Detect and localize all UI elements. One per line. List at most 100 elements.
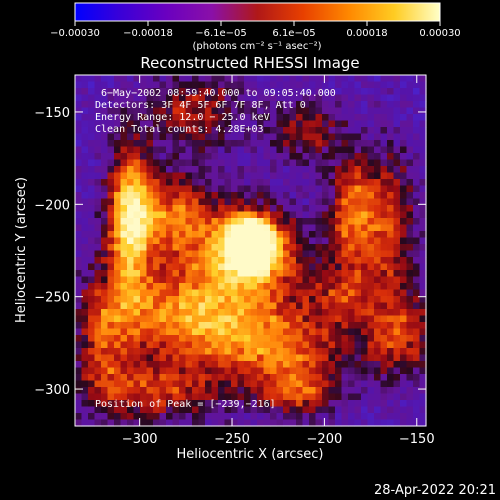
heatmap-cell bbox=[335, 302, 343, 310]
heatmap-cell bbox=[309, 361, 317, 369]
heatmap-cell bbox=[380, 302, 388, 310]
heatmap-cell bbox=[413, 263, 421, 271]
heatmap-cell bbox=[289, 406, 297, 414]
heatmap-cell bbox=[296, 380, 304, 388]
heatmap-cell bbox=[400, 218, 408, 226]
heatmap-cell bbox=[107, 309, 115, 317]
heatmap-cell bbox=[387, 166, 395, 174]
heatmap-cell bbox=[198, 348, 206, 356]
heatmap-cell bbox=[374, 263, 382, 271]
heatmap-cell bbox=[380, 413, 388, 421]
heatmap-cell bbox=[263, 257, 271, 265]
heatmap-cell bbox=[296, 224, 304, 232]
heatmap-cell bbox=[127, 218, 135, 226]
heatmap-cell bbox=[387, 341, 395, 349]
heatmap-cell bbox=[218, 205, 226, 213]
heatmap-cell bbox=[328, 348, 336, 356]
heatmap-cell bbox=[166, 94, 174, 102]
heatmap-cell bbox=[335, 153, 343, 161]
heatmap-cell bbox=[289, 88, 297, 96]
heatmap-cell bbox=[335, 114, 343, 122]
heatmap-cell bbox=[302, 107, 310, 115]
heatmap-cell bbox=[75, 328, 83, 336]
heatmap-cell bbox=[127, 166, 135, 174]
heatmap-cell bbox=[140, 283, 148, 291]
heatmap-cell bbox=[400, 348, 408, 356]
heatmap-cell bbox=[315, 231, 323, 239]
heatmap-cell bbox=[276, 140, 284, 148]
heatmap-cell bbox=[146, 315, 154, 323]
heatmap-cell bbox=[101, 211, 109, 219]
heatmap-cell bbox=[270, 127, 278, 135]
heatmap-cell bbox=[107, 172, 115, 180]
heatmap-cell bbox=[114, 172, 122, 180]
heatmap-cell bbox=[75, 406, 83, 414]
heatmap-cell bbox=[107, 348, 115, 356]
heatmap-cell bbox=[257, 127, 265, 135]
heatmap-cell bbox=[361, 159, 369, 167]
heatmap-cell bbox=[166, 179, 174, 187]
heatmap-cell bbox=[335, 107, 343, 115]
heatmap-cell bbox=[224, 237, 232, 245]
heatmap-cell bbox=[315, 296, 323, 304]
heatmap-cell bbox=[172, 172, 180, 180]
heatmap-cell bbox=[231, 166, 239, 174]
heatmap-cell bbox=[250, 114, 258, 122]
heatmap-cell bbox=[315, 153, 323, 161]
heatmap-cell bbox=[88, 283, 96, 291]
x-tick-label: −200 bbox=[307, 432, 343, 447]
heatmap-cell bbox=[101, 335, 109, 343]
heatmap-cell bbox=[419, 250, 427, 258]
heatmap-cell bbox=[94, 244, 102, 252]
heatmap-cell bbox=[413, 237, 421, 245]
heatmap-cell bbox=[140, 335, 148, 343]
heatmap-cell bbox=[244, 192, 252, 200]
heatmap-cell bbox=[328, 374, 336, 382]
heatmap-cell bbox=[400, 146, 408, 154]
heatmap-cell bbox=[146, 218, 154, 226]
heatmap-cell bbox=[354, 94, 362, 102]
heatmap-cell bbox=[107, 114, 115, 122]
heatmap-cell bbox=[393, 153, 401, 161]
heatmap-cell bbox=[159, 335, 167, 343]
heatmap-cell bbox=[367, 192, 375, 200]
heatmap-cell bbox=[354, 296, 362, 304]
heatmap-cell bbox=[296, 140, 304, 148]
heatmap-cell bbox=[250, 335, 258, 343]
heatmap-cell bbox=[257, 380, 265, 388]
heatmap-cell bbox=[335, 185, 343, 193]
heatmap-cell bbox=[283, 211, 291, 219]
heatmap-cell bbox=[120, 172, 128, 180]
heatmap-cell bbox=[289, 387, 297, 395]
heatmap-cell bbox=[413, 231, 421, 239]
heatmap-cell bbox=[263, 159, 271, 167]
heatmap-cell bbox=[270, 296, 278, 304]
colorbar-unit: (photons cm⁻² s⁻¹ asec⁻²) bbox=[192, 41, 321, 52]
heatmap-cell bbox=[263, 328, 271, 336]
heatmap-cell bbox=[75, 192, 83, 200]
heatmap-cell bbox=[283, 224, 291, 232]
heatmap-cell bbox=[205, 166, 213, 174]
heatmap-cell bbox=[348, 413, 356, 421]
heatmap-cell bbox=[289, 198, 297, 206]
heatmap-cell bbox=[335, 374, 343, 382]
heatmap-cell bbox=[146, 224, 154, 232]
heatmap-cell bbox=[172, 257, 180, 265]
heatmap-cell bbox=[120, 185, 128, 193]
heatmap-cell bbox=[153, 413, 161, 421]
heatmap-cell bbox=[328, 159, 336, 167]
heatmap-cell bbox=[263, 276, 271, 284]
heatmap-cell bbox=[374, 81, 382, 89]
heatmap-cell bbox=[159, 250, 167, 258]
heatmap-cell bbox=[393, 198, 401, 206]
heatmap-cell bbox=[276, 250, 284, 258]
heatmap-cell bbox=[166, 231, 174, 239]
heatmap-cell bbox=[107, 315, 115, 323]
heatmap-cell bbox=[224, 380, 232, 388]
heatmap-cell bbox=[250, 185, 258, 193]
heatmap-cell bbox=[88, 198, 96, 206]
heatmap-cell bbox=[250, 231, 258, 239]
heatmap-cell bbox=[335, 140, 343, 148]
heatmap-cell bbox=[146, 231, 154, 239]
heatmap-cell bbox=[88, 153, 96, 161]
